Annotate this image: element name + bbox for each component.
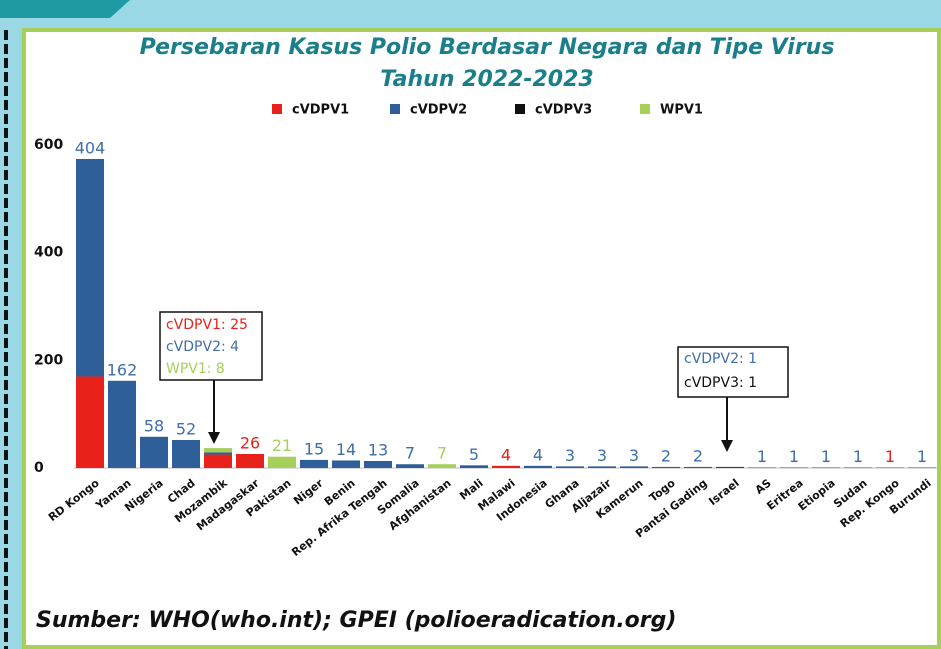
- value-label: 2: [661, 446, 671, 465]
- value-label: 52: [176, 420, 196, 439]
- value-label: 1: [853, 447, 863, 466]
- legend-label: cVDPV2: [410, 103, 467, 118]
- bar-segment: [460, 465, 488, 468]
- value-label: 26: [240, 434, 260, 453]
- value-label: 1: [885, 447, 895, 466]
- bar-segment: [172, 440, 200, 468]
- bar-segment: [588, 466, 616, 468]
- value-label: 13: [368, 441, 388, 460]
- top-band: [0, 0, 130, 18]
- bar-segment: [140, 436, 168, 468]
- y-tick-label: 200: [34, 352, 63, 368]
- bar-segment: [780, 467, 808, 468]
- bar-segment: [108, 380, 136, 468]
- bar-segment: [716, 467, 744, 468]
- value-label: 162: [107, 360, 138, 379]
- bar-segment: [812, 467, 840, 468]
- bar-segment: [844, 467, 872, 468]
- bar-segment: [300, 459, 328, 468]
- value-label: 3: [629, 446, 639, 465]
- value-label: 1: [821, 447, 831, 466]
- value-label: 21: [272, 436, 292, 455]
- bar-segment: [908, 467, 936, 468]
- bar-segment: [204, 454, 232, 468]
- legend-label: cVDPV3: [535, 103, 592, 118]
- bar-segment: [716, 466, 744, 468]
- annotation-box: [677, 346, 789, 398]
- value-label: 58: [144, 416, 164, 435]
- bar-segment: [364, 461, 392, 468]
- value-label: 7: [405, 444, 415, 463]
- bar-segment: [748, 467, 776, 468]
- bar-segment: [332, 460, 360, 468]
- bar-segment: [396, 464, 424, 468]
- value-label: 3: [565, 446, 575, 465]
- bar-segment: [236, 454, 264, 468]
- arrowhead: [721, 440, 733, 452]
- annotation-box: [159, 311, 263, 381]
- source: Sumber: WHO(who.int); GPEI (polioeradica…: [36, 608, 676, 633]
- bar-segment: [524, 465, 552, 468]
- value-label: 1: [757, 447, 767, 466]
- value-label: 15: [304, 439, 324, 458]
- legend-swatch: [272, 104, 282, 114]
- annotation-text: WPV1: 8: [166, 361, 225, 377]
- legend-label: cVDPV1: [292, 103, 349, 118]
- bar-segment: [620, 466, 648, 468]
- bar-segment: [204, 452, 232, 455]
- y-tick-label: 0: [34, 460, 44, 476]
- value-label: 404: [75, 138, 106, 157]
- legend-swatch: [390, 104, 400, 114]
- value-label: 5: [469, 445, 479, 464]
- y-tick-label: 600: [34, 137, 63, 153]
- bar-segment: [76, 376, 104, 468]
- chart-subtitle: Tahun 2022-2023: [380, 67, 593, 92]
- value-label: 4: [533, 445, 543, 464]
- value-label: 14: [336, 440, 356, 459]
- arrowhead: [208, 432, 220, 444]
- value-label: 170: [75, 378, 106, 397]
- annotation-text: cVDPV3: 1: [684, 375, 757, 391]
- bar-segment: [268, 456, 296, 468]
- chart-title: Persebaran Kasus Polio Berdasar Negara d…: [140, 35, 835, 60]
- bar-segment: [204, 448, 232, 453]
- value-label: 1: [917, 447, 927, 466]
- legend-swatch: [640, 104, 650, 114]
- y-tick-label: 400: [34, 245, 63, 261]
- annotation-text: cVDPV2: 4: [166, 339, 239, 355]
- annotation-text: cVDPV2: 1: [684, 351, 757, 367]
- bar-segment: [76, 158, 104, 377]
- bar-segment: [652, 466, 680, 468]
- value-label: 4: [501, 445, 511, 464]
- bar-segment: [684, 466, 712, 468]
- legend-label: WPV1: [660, 103, 703, 118]
- bar-segment: [428, 464, 456, 468]
- value-label: 2: [693, 446, 703, 465]
- bar-segment: [556, 466, 584, 468]
- value-label: 7: [437, 444, 447, 463]
- value-label: 1: [789, 447, 799, 466]
- value-label: 3: [597, 446, 607, 465]
- annotation: cVDPV1: 25 cVDPV2: 4 WPV1: 8 cVDPV2: 1 c…: [159, 311, 789, 452]
- bar-segment: [876, 467, 904, 468]
- legend-swatch: [515, 104, 525, 114]
- annotation-text: cVDPV1: 25: [166, 317, 248, 333]
- bar-segment: [492, 465, 520, 468]
